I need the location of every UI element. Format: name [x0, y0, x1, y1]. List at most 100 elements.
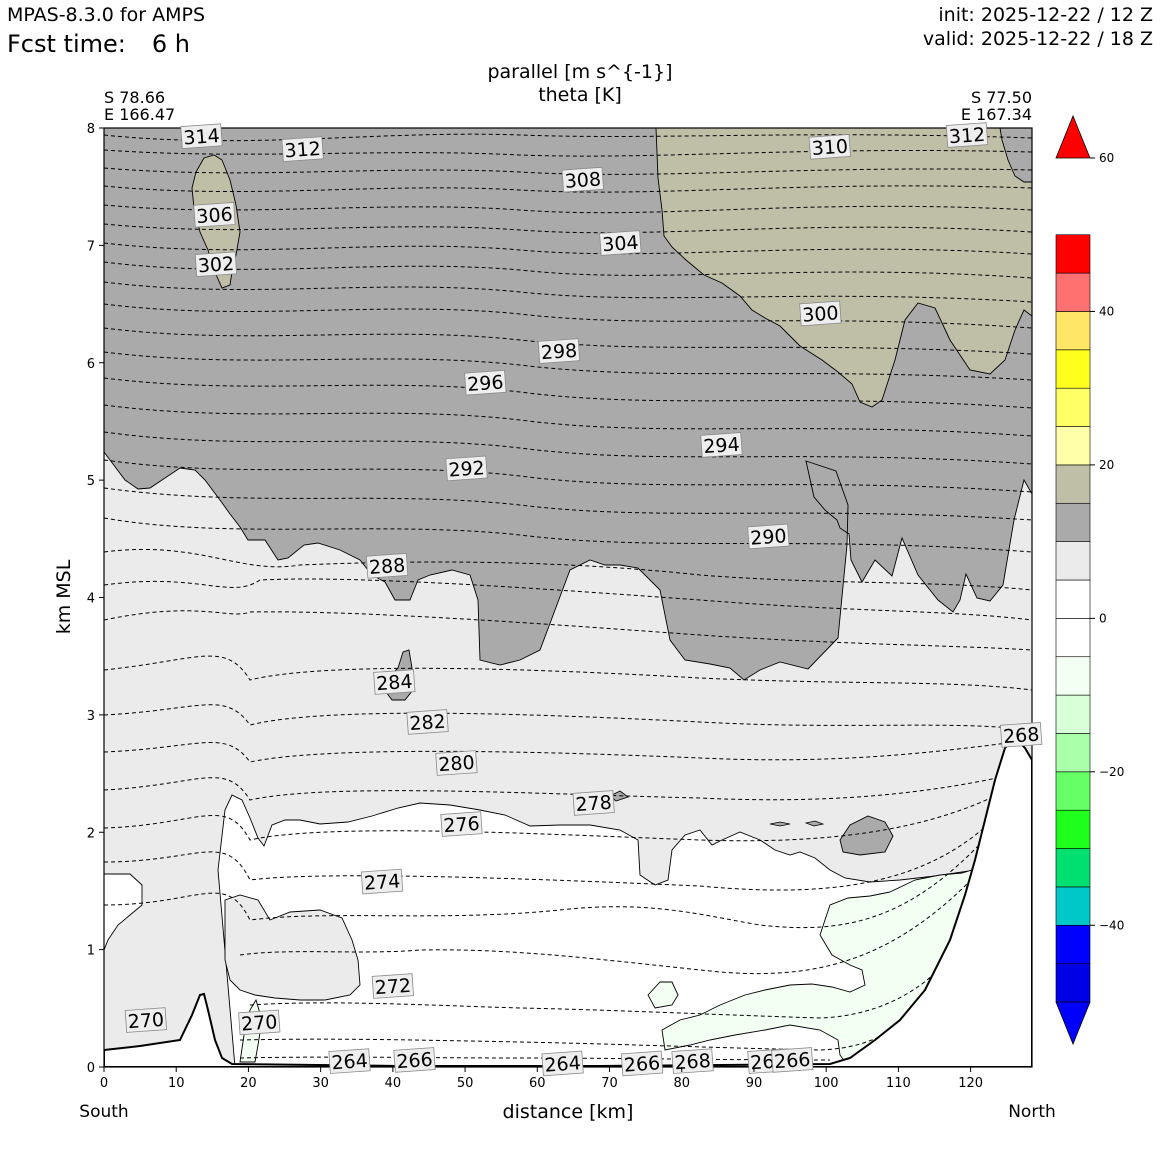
- x-tick-label: 100: [814, 1076, 839, 1091]
- theta-label-box: [371, 973, 415, 999]
- colorbar-segment: [1055, 464, 1091, 504]
- chart-title: parallel [m s^{-1}]: [487, 61, 672, 83]
- right-lat: S 77.50: [971, 88, 1032, 107]
- x-tick-label: 30: [312, 1076, 329, 1091]
- colorbar-extend-low: [1055, 1001, 1091, 1046]
- theta-label-box: [445, 455, 488, 482]
- theta-label-box: [360, 868, 404, 895]
- theta-label-box: [393, 1047, 436, 1073]
- y-tick-label: 3: [87, 709, 95, 724]
- theta-label-text: 308: [564, 168, 602, 192]
- colorbar-tick-label: −20: [1099, 765, 1124, 779]
- left-lat: S 78.66: [104, 88, 165, 107]
- theta-label-text: 266: [396, 1049, 434, 1073]
- theta-label-text: 264: [331, 1050, 369, 1074]
- theta-label: 280: [435, 750, 478, 776]
- y-axis-label: km MSL: [53, 559, 75, 634]
- theta-label-box: [771, 1047, 814, 1073]
- colorbar: −40 −20 0 20 40 60: [1055, 114, 1124, 1046]
- theta-label: 288: [365, 553, 409, 579]
- colorbar-segment: [1055, 656, 1091, 696]
- theta-label-box: [435, 750, 478, 776]
- x-tick-label: 10: [168, 1076, 185, 1091]
- colorbar-segment: [1055, 848, 1091, 888]
- wind-blob-dash1: [769, 821, 791, 827]
- theta-label-box: [537, 338, 581, 364]
- theta-label-box: [328, 1048, 371, 1074]
- theta-label: 266: [620, 1050, 664, 1077]
- theta-label: 312: [945, 122, 989, 148]
- theta-label: 282: [406, 709, 449, 735]
- theta-label-text: 284: [376, 671, 414, 695]
- theta-label-box: [193, 202, 236, 228]
- y-tick-label: 1: [87, 944, 95, 959]
- colorbar-tick-label: 60: [1099, 151, 1114, 165]
- colorbar-segment: [1055, 733, 1091, 773]
- y-tick-label: 5: [87, 474, 95, 489]
- theta-contours: [104, 133, 1032, 1061]
- theta-label-text: 264: [544, 1052, 582, 1076]
- theta-label-box: [365, 553, 409, 579]
- theta-label: 304: [599, 230, 642, 256]
- colorbar-segment: [1055, 809, 1091, 849]
- theta-label-box: [373, 669, 416, 695]
- x-tick-label: 70: [601, 1076, 618, 1091]
- theta-label: 276: [440, 811, 483, 837]
- y-axis: 0 1 2 3 4 5 6 7 8: [87, 122, 104, 1076]
- theta-label-box: [799, 300, 842, 327]
- theta-label-text: 310: [811, 136, 849, 160]
- theta-label: 300: [799, 300, 842, 327]
- colorbar-segment: [1055, 963, 1091, 1003]
- colorbar-segment: [1055, 579, 1091, 619]
- theta-label: 284: [373, 669, 416, 695]
- theta-label: 290: [747, 523, 790, 550]
- theta-label-text: 314: [183, 125, 221, 149]
- theta-label-text: 280: [438, 752, 476, 776]
- colorbar-extend-high: [1055, 114, 1091, 159]
- colorbar-tick-label: −40: [1099, 918, 1124, 932]
- theta-label-text: 276: [443, 813, 481, 837]
- x-axis-label: distance [km]: [503, 1101, 634, 1123]
- theta-label-box: [599, 230, 642, 256]
- theta-label-box: [440, 811, 483, 837]
- x-tick-label: 40: [385, 1076, 402, 1091]
- theta-label-text: 292: [448, 457, 486, 481]
- colorbar-tick-label: 20: [1099, 458, 1114, 472]
- wind-fill-20-25-top-right: [655, 128, 1032, 408]
- theta-label-box: [620, 1050, 664, 1077]
- colorbar-segment: [1055, 387, 1091, 427]
- forecast-time-label: Fcst time:: [7, 30, 126, 58]
- north-label: North: [1008, 1102, 1056, 1122]
- wind-blob-dash2: [804, 820, 825, 827]
- theta-label: 292: [445, 455, 488, 482]
- theta-label-text: 274: [363, 870, 401, 894]
- theta-label-box: [700, 432, 743, 458]
- forecast-time: Fcst time: 6 h: [7, 30, 190, 58]
- theta-label: 314: [180, 123, 223, 149]
- theta-label-box: [194, 251, 238, 277]
- colorbar-tick-label: 0: [1099, 611, 1107, 625]
- y-tick-label: 4: [87, 592, 95, 607]
- theta-label-box: [945, 122, 989, 148]
- x-axis: 0 10 20 30 40 50 60 70 80 90 100 110 120: [100, 1067, 983, 1091]
- left-lon: E 166.47: [104, 105, 175, 124]
- theta-label-box: [124, 1007, 168, 1033]
- theta-label: 298: [537, 338, 581, 364]
- theta-label: 308: [561, 166, 604, 193]
- wind-fill-neg5-0: [661, 869, 973, 1063]
- theta-label-box: [561, 166, 604, 193]
- theta-label: 278: [572, 790, 615, 816]
- y-tick-label: 6: [87, 357, 95, 372]
- theta-label-text: 312: [948, 124, 986, 148]
- x-tick-label: 0: [100, 1076, 108, 1091]
- theta-label-box: [541, 1050, 584, 1077]
- colorbar-segment: [1055, 924, 1091, 964]
- theta-label: 270: [124, 1007, 168, 1033]
- theta-label-box: [808, 133, 851, 160]
- theta-label-text: 278: [575, 792, 613, 816]
- colorbar-tick-label: 40: [1099, 304, 1114, 318]
- theta-label-text: 268: [674, 1050, 712, 1074]
- right-lon: E 167.34: [961, 105, 1032, 124]
- plot-area: [104, 128, 1032, 1067]
